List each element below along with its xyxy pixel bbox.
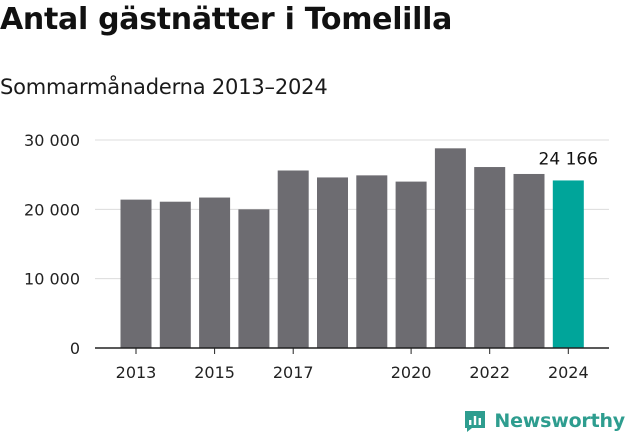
brand-name: Newsworthy xyxy=(494,410,625,432)
y-tick-label: 30 000 xyxy=(24,131,80,150)
data-label: 24 166 xyxy=(539,149,598,169)
x-tick-label: 2015 xyxy=(194,363,235,382)
newsworthy-logo: Newsworthy xyxy=(463,409,625,433)
y-tick-label: 20 000 xyxy=(24,200,80,219)
newsworthy-logo-icon xyxy=(465,411,486,432)
chart-subtitle: Sommarmånaderna 2013–2024 xyxy=(0,75,328,99)
bar xyxy=(434,148,466,348)
bar xyxy=(120,199,152,348)
x-tick-label: 2024 xyxy=(548,363,589,382)
x-tick-label: 2022 xyxy=(469,363,510,382)
bar xyxy=(513,173,545,348)
bar xyxy=(238,209,270,348)
y-tick-label: 0 xyxy=(70,339,80,358)
chart-title: Antal gästnätter i Tomelilla xyxy=(0,2,453,37)
bar xyxy=(199,197,231,348)
bar xyxy=(159,201,191,348)
x-tick-label: 2017 xyxy=(273,363,314,382)
bar xyxy=(552,180,584,348)
x-tick-label: 2013 xyxy=(116,363,157,382)
bar xyxy=(356,175,388,348)
y-tick-label: 10 000 xyxy=(24,270,80,289)
bar xyxy=(317,177,348,348)
x-tick-label: 2020 xyxy=(391,363,432,382)
bar xyxy=(474,167,506,348)
bar xyxy=(277,170,309,348)
bar xyxy=(395,181,427,348)
